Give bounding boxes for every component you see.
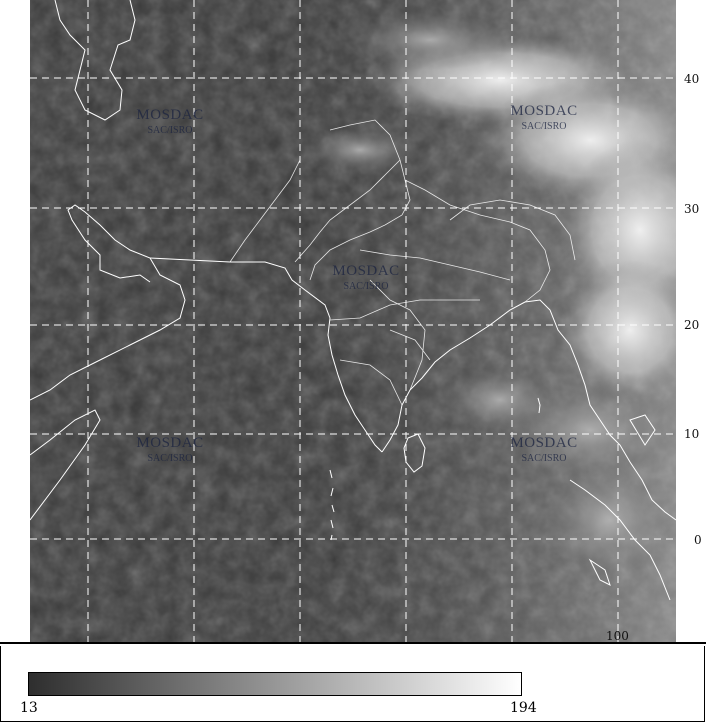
watermark: MOSDAC SAC/ISRO [130,108,210,136]
latitude-label: 30 [684,202,700,216]
map-graphic [30,0,676,642]
longitude-label: 100 [606,629,629,643]
colorbar-max-label: 194 [510,700,537,716]
watermark-subtitle: SAC/ISRO [343,281,389,292]
satellite-map: MOSDAC SAC/ISRO MOSDAC SAC/ISRO MOSDAC S… [30,0,676,642]
political-borders [229,119,576,406]
legend-panel [0,646,705,722]
watermark-subtitle: SAC/ISRO [147,125,193,136]
latitude-label: 10 [684,427,700,441]
watermark-title: MOSDAC [510,103,578,119]
watermark-title: MOSDAC [510,435,578,451]
watermark-title: MOSDAC [136,107,204,123]
watermark-subtitle: SAC/ISRO [521,121,567,132]
watermark-subtitle: SAC/ISRO [521,453,567,464]
watermark: MOSDAC SAC/ISRO [326,264,406,292]
watermark-title: MOSDAC [136,435,204,451]
map-bottom-border [0,642,706,644]
colorbar [28,672,522,696]
latitude-label: 0 [694,533,702,547]
coastlines [30,0,676,601]
latitude-label: 40 [684,72,700,86]
watermark-subtitle: SAC/ISRO [147,453,193,464]
latitude-label: 20 [684,318,700,332]
watermark: MOSDAC SAC/ISRO [130,436,210,464]
watermark-title: MOSDAC [332,263,400,279]
colorbar-min-label: 13 [20,700,38,716]
watermark: MOSDAC SAC/ISRO [504,436,584,464]
watermark: MOSDAC SAC/ISRO [504,104,584,132]
